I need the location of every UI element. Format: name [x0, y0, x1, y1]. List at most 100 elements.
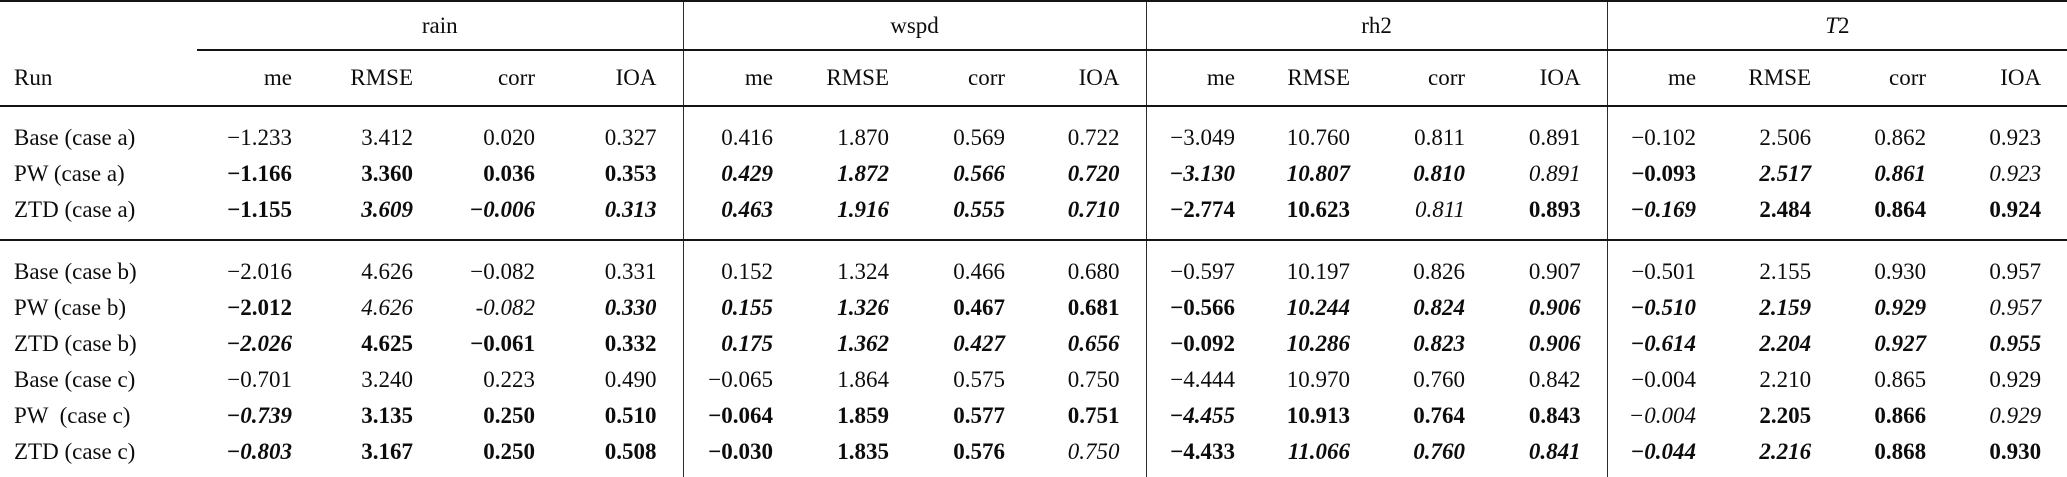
group-header-rain: rain [197, 1, 684, 51]
cell-rh2-ioa: 0.842 [1491, 361, 1608, 397]
cell-rh2-rmse: 10.244 [1286, 294, 1351, 320]
t2-number-part: 2 [1837, 12, 1850, 38]
cell-rain-ioa: 0.332 [561, 325, 684, 361]
cell-rh2-me: −4.444 [1170, 366, 1236, 392]
table-row: PW (case a) −1.166 3.360 0.036 0.353 0.429 1.8… [0, 155, 2067, 191]
cell-rh2-rmse: 10.913 [1286, 402, 1351, 428]
col-header-rh2-rmse: RMSE [1261, 50, 1377, 107]
cell-wspd-me: 0.429 [721, 160, 774, 186]
cell-t2-me: −0.614 [1630, 330, 1697, 356]
cell-wspd-ioa: 0.751 [1031, 397, 1147, 433]
cell-wspd-me: 0.416 [721, 124, 774, 150]
cell-wspd-rmse: 1.362 [837, 330, 890, 356]
group-header-row: rain wspd rh2 T2 [0, 1, 2067, 51]
cell-rh2-me: −0.566 [1170, 294, 1236, 320]
cell-rh2-ioa: 0.841 [1491, 433, 1608, 477]
cell-rh2-corr: 0.811 [1414, 124, 1466, 150]
cell-rh2-corr: 0.810 [1413, 160, 1466, 186]
cell-wspd-rmse: 1.870 [837, 124, 890, 150]
cell-wspd-corr: 0.569 [953, 124, 1006, 150]
cell-t2-me: −0.501 [1631, 258, 1697, 284]
t2-italic-part: T [1825, 12, 1838, 38]
cell-rain-me: −1.233 [227, 124, 292, 150]
cell-rh2-me: −4.433 [1170, 438, 1236, 464]
cell-t2-rmse: 2.484 [1759, 196, 1812, 222]
cell-wspd-me: 0.155 [721, 294, 774, 320]
cell-rh2-me: −3.049 [1170, 124, 1236, 150]
cell-rain-ioa: 0.330 [561, 289, 684, 325]
cell-rh2-corr: 0.823 [1413, 330, 1466, 356]
cell-t2-corr: 0.861 [1874, 160, 1927, 186]
cell-t2-corr: 0.862 [1874, 124, 1927, 150]
col-header-rain-rmse: RMSE [318, 50, 439, 107]
cell-t2-ioa: 0.957 [1989, 294, 2042, 320]
table-row: Base (case b) −2.016 4.626 −0.082 0.331 0.152… [0, 240, 2067, 289]
cell-rain-ioa: 0.327 [561, 106, 684, 155]
cell-wspd-ioa: 0.656 [1031, 325, 1147, 361]
cell-t2-corr: 0.866 [1874, 402, 1927, 428]
cell-rain-rmse: 4.625 [361, 330, 413, 356]
run-label: PW (case c) [14, 402, 131, 428]
cell-rain-rmse: 3.609 [361, 196, 413, 222]
cell-wspd-me: 0.463 [721, 196, 774, 222]
cell-wspd-rmse: 1.872 [837, 160, 890, 186]
run-label: ZTD (case c) [14, 438, 136, 464]
cell-rain-corr: −0.006 [469, 196, 535, 222]
cell-rh2-ioa: 0.906 [1491, 325, 1608, 361]
cell-rh2-corr: 0.760 [1413, 438, 1466, 464]
cell-rain-rmse: 3.412 [361, 124, 413, 150]
col-header-t2-rmse: RMSE [1722, 50, 1838, 107]
cell-rh2-corr: 0.811 [1414, 196, 1466, 222]
table-row: Base (case c) −0.701 3.240 0.223 0.490 −0.065… [0, 361, 2067, 397]
section-case-b-c: Base (case b) −2.016 4.626 −0.082 0.331 0.152… [0, 240, 2067, 477]
cell-rain-corr: −0.082 [470, 258, 535, 284]
cell-rh2-rmse: 10.807 [1286, 160, 1351, 186]
cell-t2-rmse: 2.210 [1759, 366, 1812, 392]
cell-rain-rmse: 4.626 [361, 258, 413, 284]
cell-rh2-corr: 0.760 [1413, 366, 1466, 392]
col-header-t2-corr: corr [1837, 50, 1953, 107]
cell-t2-rmse: 2.204 [1759, 330, 1812, 356]
col-header-rh2-me: me [1146, 50, 1262, 107]
cell-t2-ioa: 0.955 [1989, 330, 2042, 356]
cell-t2-me: −0.169 [1630, 196, 1697, 222]
cell-rain-rmse: 3.135 [361, 402, 413, 428]
cell-t2-corr: 0.929 [1874, 294, 1927, 320]
cell-rain-me: −2.012 [227, 294, 292, 320]
cell-t2-corr: 0.927 [1874, 330, 1927, 356]
cell-wspd-ioa: 0.750 [1031, 433, 1147, 477]
cell-wspd-ioa: 0.681 [1031, 289, 1147, 325]
cell-rain-corr: -0.082 [475, 294, 535, 320]
cell-wspd-ioa: 0.750 [1031, 361, 1147, 397]
table-row: ZTD (case c) −0.803 3.167 0.250 0.508 −0.030 1… [0, 433, 2067, 477]
cell-wspd-corr: 0.467 [953, 294, 1006, 320]
cell-rain-rmse: 3.167 [361, 438, 413, 464]
run-label: PW (case b) [14, 294, 126, 320]
cell-rain-rmse: 3.240 [361, 366, 413, 392]
cell-rh2-corr: 0.764 [1413, 402, 1466, 428]
cell-wspd-ioa: 0.710 [1031, 191, 1147, 240]
cell-wspd-me: −0.030 [708, 438, 774, 464]
cell-rh2-ioa: 0.893 [1491, 191, 1608, 240]
cell-t2-corr: 0.865 [1874, 366, 1927, 392]
cell-t2-ioa: 0.923 [1989, 160, 2042, 186]
cell-wspd-corr: 0.555 [953, 196, 1006, 222]
col-header-rain-corr: corr [439, 50, 561, 107]
cell-rain-me: −2.026 [226, 330, 292, 356]
cell-rh2-rmse: 10.970 [1286, 366, 1351, 392]
col-header-wspd-corr: corr [915, 50, 1032, 107]
cell-t2-corr: 0.868 [1874, 438, 1927, 464]
table-row: ZTD (case b) −2.026 4.625 −0.061 0.332 0.175 1… [0, 325, 2067, 361]
group-header-t2: T2 [1607, 1, 2067, 51]
cell-rain-corr: 0.250 [483, 402, 535, 428]
cell-rh2-me: −0.092 [1170, 330, 1236, 356]
cell-t2-ioa: 0.923 [1989, 124, 2042, 150]
col-header-run: Run [0, 50, 197, 107]
cell-wspd-rmse: 1.326 [837, 294, 890, 320]
cell-t2-ioa: 0.929 [1989, 366, 2042, 392]
cell-t2-me: −0.004 [1631, 366, 1697, 392]
cell-rain-corr: 0.036 [483, 160, 535, 186]
cell-rh2-me: −0.597 [1170, 258, 1236, 284]
cell-rh2-ioa: 0.907 [1491, 240, 1608, 289]
